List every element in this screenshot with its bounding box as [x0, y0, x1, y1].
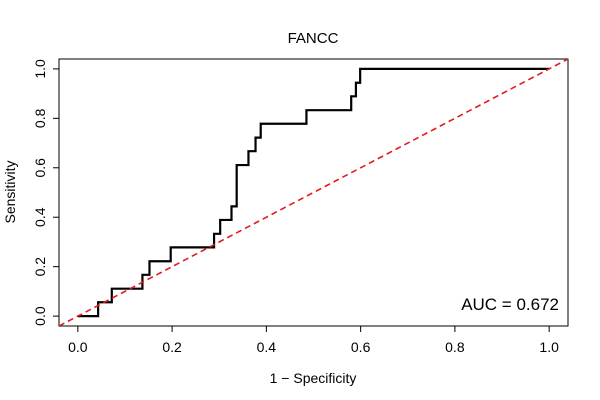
x-tick-label: 0.4 — [257, 339, 277, 355]
chart-title: FANCC — [288, 30, 339, 47]
y-tick-label: 0.6 — [32, 158, 48, 178]
x-tick-label: 0.0 — [68, 339, 88, 355]
auc-annotation: AUC = 0.672 — [461, 295, 559, 314]
y-axis-label: Sensitivity — [2, 160, 18, 223]
y-tick-label: 1.0 — [32, 59, 48, 79]
x-tick-label: 0.8 — [445, 339, 465, 355]
plot-frame — [58, 58, 569, 327]
y-tick-label: 0.8 — [32, 108, 48, 128]
y-tick-label: 0.4 — [32, 207, 48, 227]
y-tick-label: 0.0 — [32, 306, 48, 326]
x-tick-label: 0.6 — [351, 339, 371, 355]
y-tick-label: 0.2 — [32, 257, 48, 277]
reference-diagonal-line — [59, 59, 568, 326]
x-tick-label: 1.0 — [539, 339, 559, 355]
y-axis: 0.0 0.2 0.4 0.6 0.8 1.0 — [32, 59, 59, 326]
x-axis-label: 1 − Specificity — [270, 370, 357, 386]
x-tick-label: 0.2 — [162, 339, 182, 355]
x-axis: 0.0 0.2 0.4 0.6 0.8 1.0 — [68, 326, 559, 355]
series-layer — [59, 59, 568, 326]
